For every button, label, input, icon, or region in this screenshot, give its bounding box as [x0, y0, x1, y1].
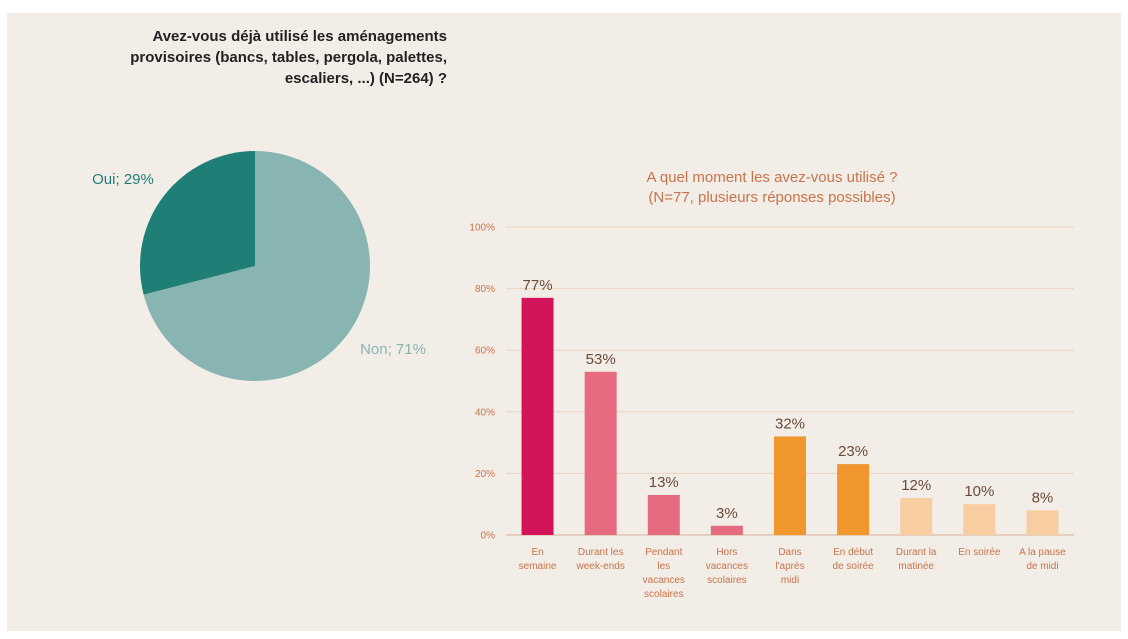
category-label: l'après [775, 561, 804, 572]
bar [837, 464, 870, 535]
bar-chart-title: (N=77, plusieurs réponses possibles) [648, 189, 895, 206]
bar [900, 498, 933, 535]
y-tick-label: 20% [475, 469, 495, 480]
category-label: les [657, 561, 670, 572]
category-label: vacances [643, 575, 685, 586]
y-tick-label: 40% [475, 407, 495, 418]
bar [647, 494, 680, 535]
bar [710, 525, 743, 535]
category-label: En soirée [958, 547, 1001, 558]
y-tick-label: 60% [475, 346, 495, 357]
category-label: matinée [898, 561, 934, 572]
data-label: 53% [586, 351, 616, 368]
data-label: 3% [716, 505, 738, 522]
category-label: vacances [706, 561, 748, 572]
pie-slice-non [143, 151, 370, 381]
category-label: Durant les [578, 547, 624, 558]
bar [963, 504, 996, 535]
y-tick-label: 0% [481, 531, 496, 542]
y-tick-label: 100% [469, 223, 495, 234]
bar-chart-title: A quel moment les avez-vous utilisé ? [647, 169, 898, 186]
category-label: Hors [716, 547, 737, 558]
category-label: de soirée [833, 561, 875, 572]
category-label: midi [781, 575, 799, 586]
category-label: de midi [1026, 561, 1058, 572]
category-label: Durant la [896, 547, 937, 558]
category-label: Pendant [645, 547, 682, 558]
category-label: scolaires [644, 589, 683, 600]
pie-label-oui: Oui; 29% [92, 171, 154, 188]
category-label: En début [833, 547, 873, 558]
bar [774, 436, 806, 535]
category-label: week-ends [575, 561, 624, 572]
data-label: 12% [901, 477, 931, 494]
data-label: 8% [1032, 489, 1054, 506]
pie-label-non: Non; 71% [360, 341, 426, 358]
pie-slice-oui [140, 151, 255, 295]
data-label: 32% [775, 415, 805, 432]
category-label: Dans [778, 547, 801, 558]
pie-chart: Oui; 29% Non; 71% [92, 151, 426, 381]
data-label: 23% [838, 443, 868, 460]
y-tick-label: 80% [475, 284, 495, 295]
data-label: 13% [649, 474, 679, 491]
data-label: 10% [964, 483, 994, 500]
bar [1026, 510, 1059, 535]
pie-chart-title: Avez-vous déjà utilisé les aménagements … [130, 28, 447, 87]
bar [584, 371, 617, 535]
category-label: En [531, 547, 543, 558]
category-label: semaine [519, 561, 557, 572]
bar [521, 297, 554, 535]
data-label: 77% [523, 277, 553, 294]
category-label: scolaires [707, 575, 746, 586]
category-label: A la pause [1019, 547, 1066, 558]
bar-chart: A quel moment les avez-vous utilisé ? (N=… [469, 169, 1074, 600]
